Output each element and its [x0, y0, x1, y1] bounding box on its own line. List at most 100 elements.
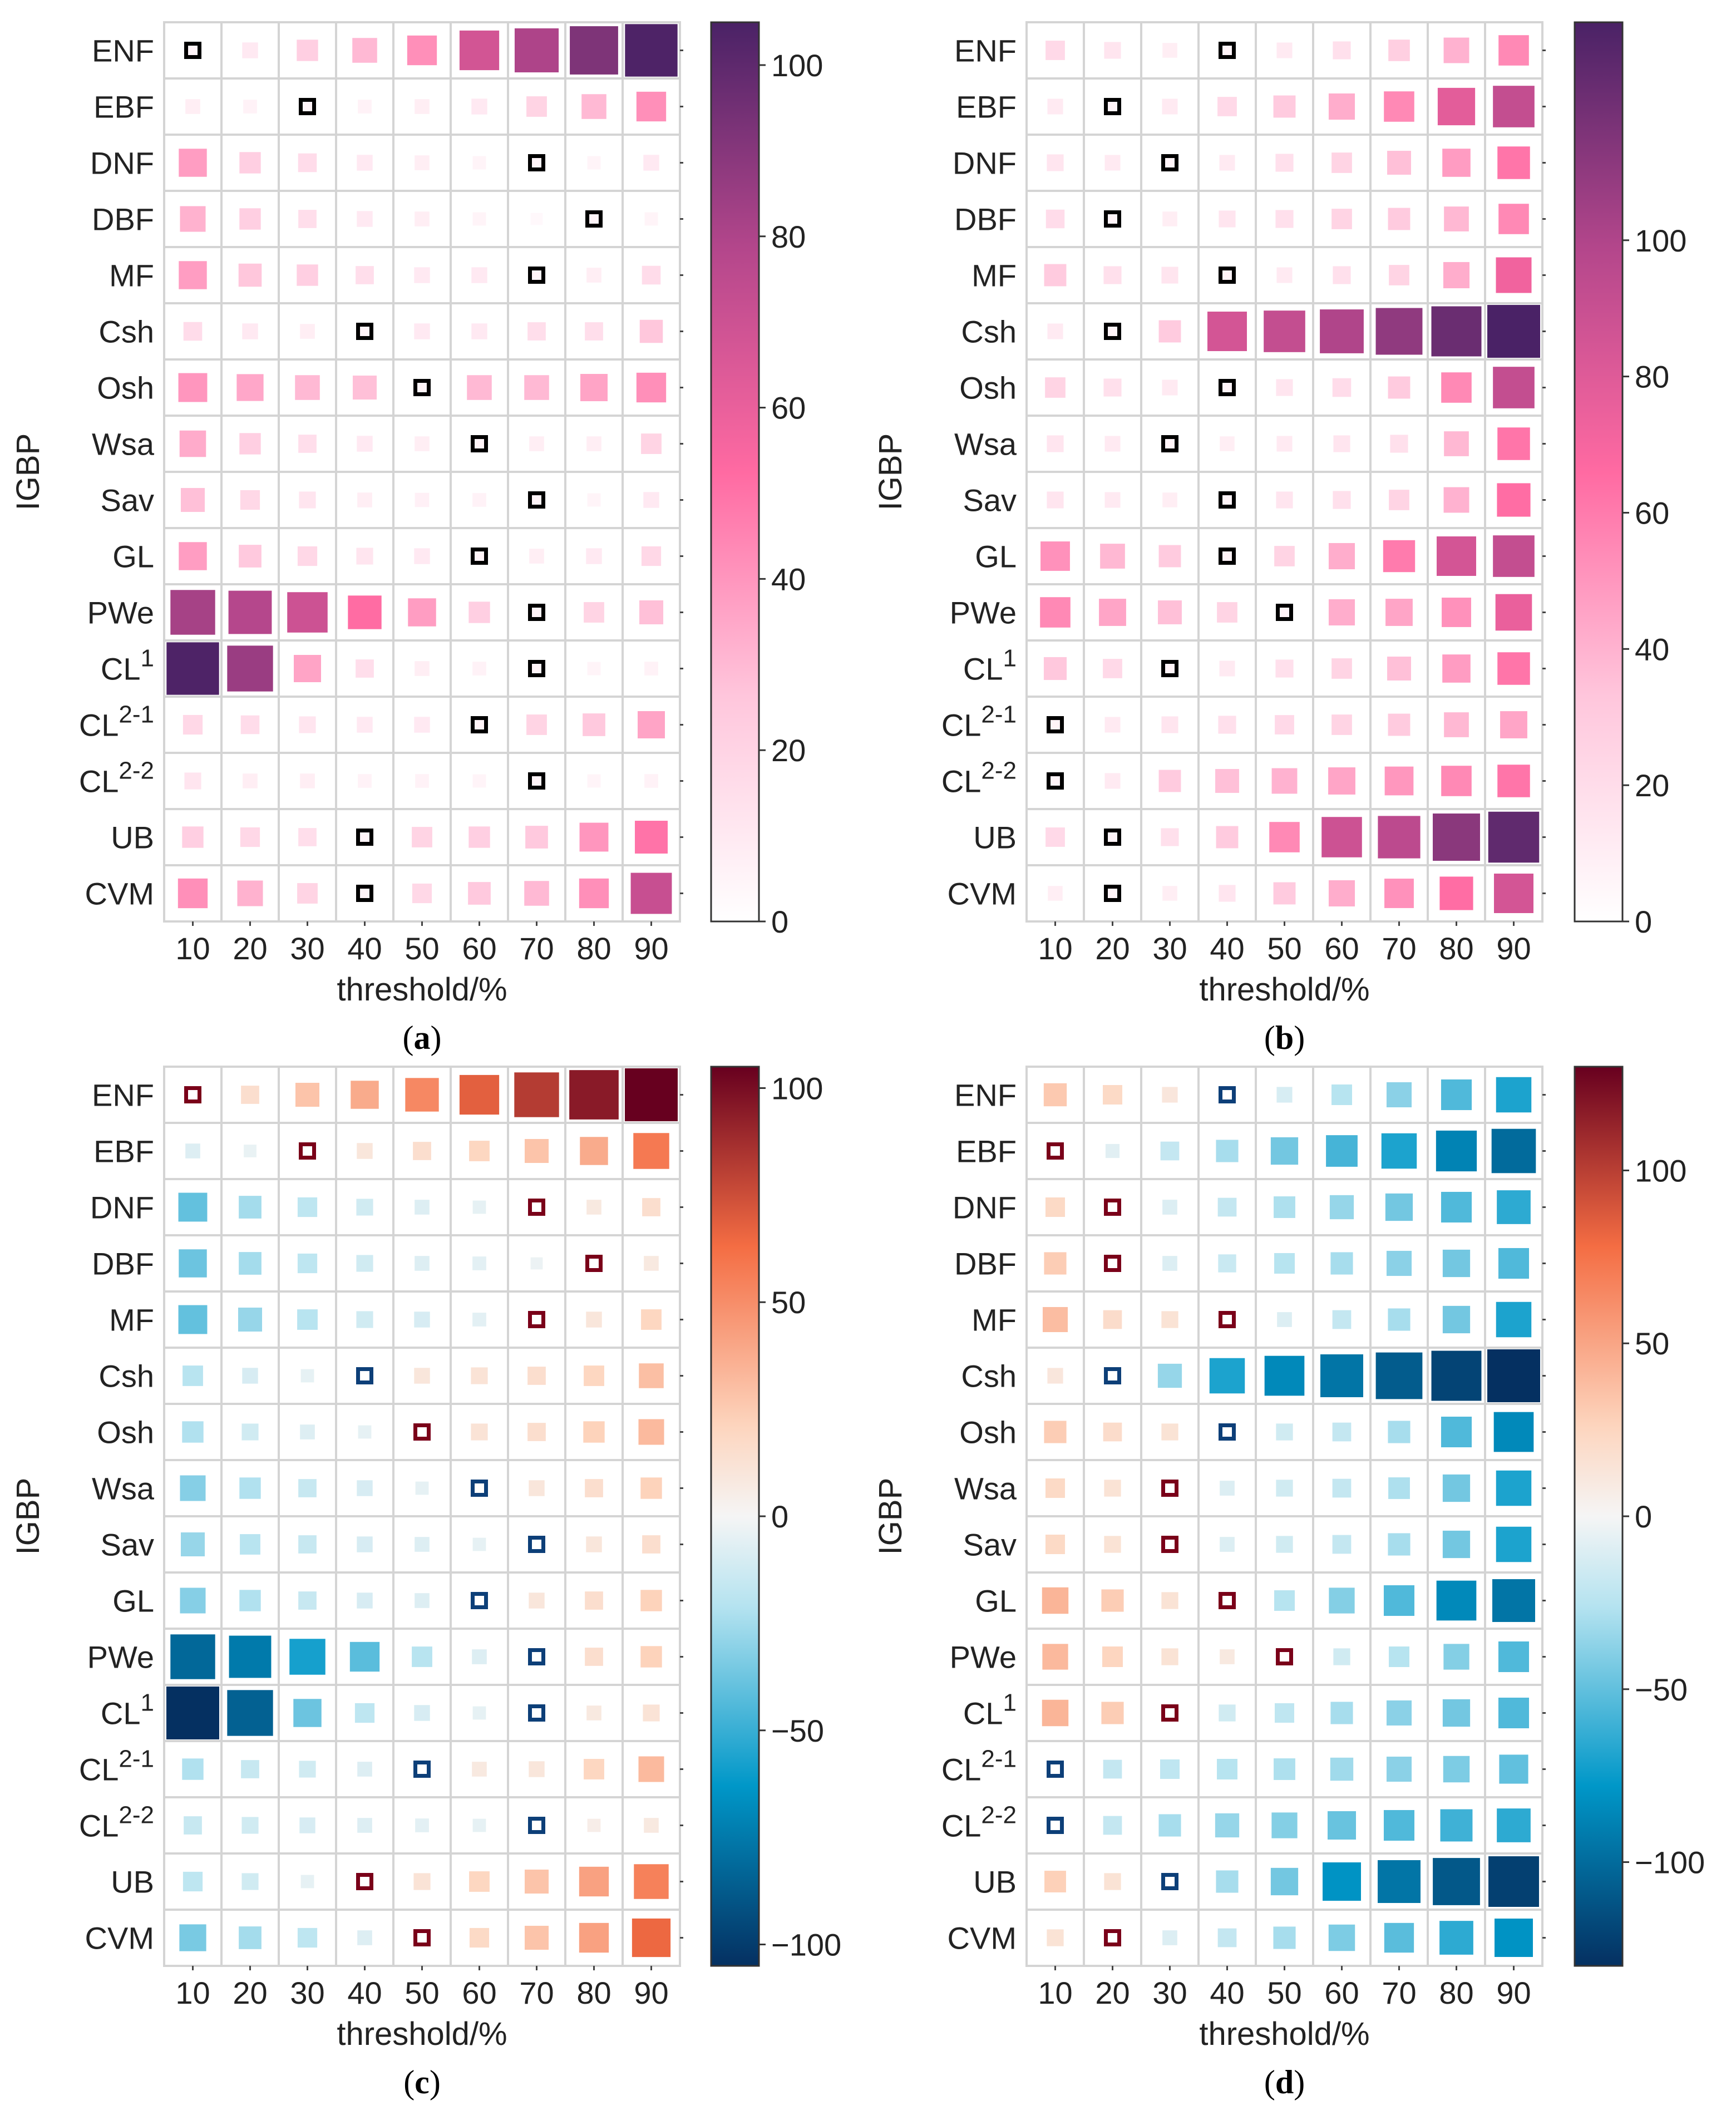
heatmap-cell [1331, 714, 1352, 735]
heatmap-cell [1270, 1137, 1299, 1165]
heatmap-cell [287, 592, 328, 633]
heatmap-cell [1386, 1700, 1412, 1726]
heatmap-cell [579, 1866, 609, 1897]
heatmap-cell [1388, 40, 1410, 61]
heatmap-cell [638, 1419, 664, 1445]
x-tick-label: 10 [175, 1975, 210, 2010]
heatmap-cell-marker [1219, 42, 1236, 59]
heatmap-cell [1383, 1810, 1415, 1841]
heatmap-cell-marker [471, 1592, 488, 1609]
heatmap-cell [1162, 1087, 1178, 1103]
colorbar [710, 21, 760, 923]
heatmap-cell [644, 1818, 659, 1833]
heatmap-cell [1492, 1579, 1535, 1622]
heatmap-cell [239, 208, 261, 230]
heatmap-cell [1433, 1858, 1480, 1905]
heatmap-cell [300, 773, 315, 788]
heatmap-cell [1274, 1758, 1295, 1780]
heatmap-cell [472, 1256, 486, 1270]
heatmap-cell [239, 433, 261, 455]
heatmap-cell-marker [1161, 1536, 1178, 1553]
colorbar-tick-label: 100 [771, 1071, 823, 1106]
heatmap-cell [239, 152, 261, 174]
heatmap-cell [1491, 1128, 1536, 1174]
heatmap-cell [524, 1925, 549, 1950]
heatmap-cell [415, 1200, 430, 1215]
colorbar-tick-label: 40 [771, 561, 806, 596]
heatmap-cell [357, 211, 373, 227]
heatmap-cell [180, 1587, 206, 1614]
heatmap-cell [1104, 155, 1121, 171]
heatmap-cell-marker [1276, 604, 1293, 621]
heatmap-cell [1388, 208, 1410, 230]
heatmap-cell [1105, 1143, 1120, 1158]
colorbar-tick-label: 100 [1635, 223, 1686, 258]
heatmap-cell-marker [1219, 491, 1236, 509]
y-axis-title: IGBP [872, 1478, 909, 1555]
heatmap-cell [1328, 543, 1355, 570]
panel-d: ENF EBF DNF DBF MF Csh Osh Wsa Sav GL PWe CL1 CL2-1 C… [872, 1066, 1705, 2101]
heatmap-cell [227, 645, 273, 692]
heatmap-cell [514, 1072, 559, 1117]
heatmap-cell [356, 266, 374, 284]
heatmap-cell [586, 1536, 602, 1552]
panel-a: ENF EBF DNF DBF MF Csh Osh Wsa Sav GL PWe CL1 CL2-1 C… [10, 21, 823, 1056]
heatmap-cell [1326, 1135, 1358, 1167]
heatmap-cell [229, 1635, 272, 1678]
heatmap-cell [1437, 87, 1476, 126]
heatmap-cell [1219, 885, 1236, 902]
heatmap-cell [185, 99, 200, 114]
heatmap-cell [643, 492, 659, 508]
x-tick-label: 90 [1496, 931, 1531, 966]
heatmap-cell [1103, 266, 1122, 284]
heatmap-cell [293, 1699, 322, 1727]
heatmap-cell [180, 487, 205, 512]
heatmap-cell-marker [356, 885, 373, 902]
y-tick-label: MF [971, 258, 1017, 293]
heatmap-cell [1273, 95, 1296, 118]
heatmap-cell [1328, 880, 1355, 907]
heatmap-cell [1431, 1350, 1482, 1401]
panel-caption: (c) [403, 2064, 441, 2101]
heatmap-cell [471, 98, 487, 115]
heatmap-cell [239, 1926, 262, 1949]
heatmap-cell [241, 1423, 259, 1441]
heatmap-cell [641, 1309, 662, 1330]
heatmap-cell [241, 1873, 259, 1890]
heatmap-cell [415, 1818, 429, 1832]
y-tick-label: CL1 [101, 645, 154, 687]
heatmap-cell [1162, 211, 1177, 226]
heatmap-cell [524, 1869, 549, 1894]
x-tick-label: 70 [1382, 931, 1416, 966]
heatmap-cell [1375, 308, 1423, 355]
heatmap-cell [241, 1817, 259, 1834]
heatmap-cell [639, 600, 664, 625]
heatmap-cell [1388, 1533, 1410, 1556]
heatmap-cell [241, 1086, 259, 1104]
heatmap-cell [584, 1759, 604, 1779]
x-tick-label: 80 [1439, 1975, 1473, 2010]
heatmap-cell-marker [1161, 154, 1178, 171]
heatmap-cell [1047, 98, 1063, 115]
colorbar-tick-label: 0 [1635, 904, 1652, 939]
heatmap-cell [1264, 1355, 1305, 1396]
heatmap-cell-marker [184, 42, 201, 59]
heatmap-cell [472, 1762, 487, 1777]
heatmap-cell [182, 826, 204, 848]
heatmap-cell [642, 1198, 660, 1216]
heatmap-cell [636, 91, 667, 122]
heatmap-cell [300, 1369, 314, 1383]
y-tick-label: Osh [97, 371, 154, 406]
heatmap-cell-marker [299, 98, 316, 115]
heatmap-cell-marker [1276, 1648, 1293, 1665]
heatmap-cell-marker [528, 1536, 545, 1553]
heatmap-cell [180, 1532, 205, 1557]
heatmap-cell [586, 436, 601, 451]
heatmap-cell [1497, 146, 1530, 179]
heatmap-cell [1043, 1083, 1067, 1107]
heatmap-cell-marker [1161, 660, 1178, 677]
panel-c: ENF EBF DNF DBF MF Csh Osh Wsa Sav GL PWe CL1 CL2-1 C… [10, 1066, 841, 2101]
heatmap-cell [469, 1927, 490, 1948]
heatmap-cell-marker [1104, 1929, 1121, 1946]
heatmap-cell [644, 212, 658, 226]
